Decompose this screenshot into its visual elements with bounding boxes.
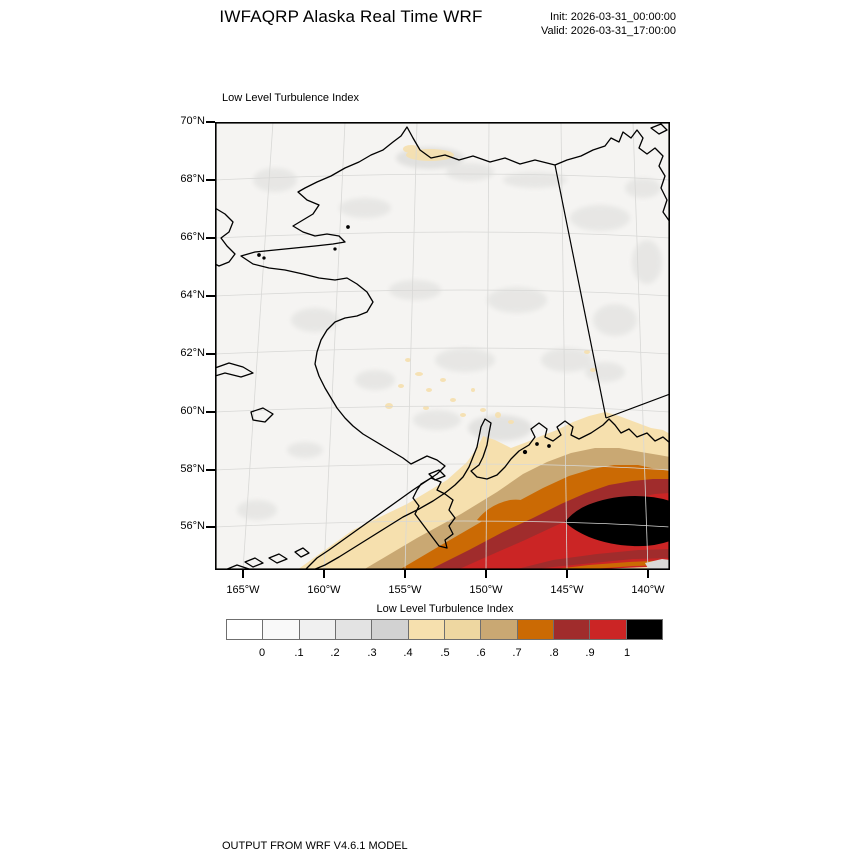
lat-label: 64°N xyxy=(180,289,205,301)
lat-label: 60°N xyxy=(180,405,205,417)
turbulence-bands xyxy=(297,145,670,570)
lat-tick xyxy=(206,237,215,239)
colorbar-tick-label: .7 xyxy=(512,647,522,659)
lat-tick xyxy=(206,121,215,123)
colorbar xyxy=(226,619,663,640)
canada-border-line xyxy=(554,164,670,419)
lon-tick xyxy=(323,570,325,578)
lat-tick xyxy=(206,411,215,413)
colorbar-tick-label: .9 xyxy=(585,647,595,659)
graticule xyxy=(215,122,670,570)
lat-tick xyxy=(206,469,215,471)
colorbar-tick-label: .2 xyxy=(330,647,340,659)
colorbar-tick-label: .5 xyxy=(440,647,450,659)
lon-tick xyxy=(566,570,568,578)
band-black-max xyxy=(565,496,670,547)
band-orange-finger xyxy=(477,499,533,523)
lat-label: 70°N xyxy=(180,115,205,127)
page-title: IWFAQRP Alaska Real Time WRF xyxy=(219,7,483,26)
colorbar-tick-label: .4 xyxy=(403,647,413,659)
lon-label: 150°W xyxy=(469,584,503,596)
footer-line1: OUTPUT FROM WRF V4.6.1 MODEL xyxy=(222,840,408,850)
lon-tick xyxy=(485,570,487,578)
colorbar-cell xyxy=(408,620,445,639)
lat-tick xyxy=(206,353,215,355)
colorbar-tick-label: .8 xyxy=(549,647,559,659)
band-darkred-south xyxy=(513,549,670,570)
colorbar-cell xyxy=(372,620,409,639)
colorbar-tick-label: .6 xyxy=(476,647,486,659)
lat-label: 66°N xyxy=(180,231,205,243)
map-border-frame xyxy=(215,122,670,570)
band-gray-corner xyxy=(645,559,670,570)
colorbar-cell xyxy=(626,620,662,639)
colorbar-cell xyxy=(263,620,300,639)
colorbar-cell xyxy=(590,620,627,639)
colorbar-cell xyxy=(299,620,336,639)
colorbar-cell xyxy=(335,620,373,639)
colorbar-cell xyxy=(517,620,554,639)
colorbar-tick-label: .3 xyxy=(367,647,377,659)
model-times: Init: 2026-03-31_00:00:00 Valid: 2026-03… xyxy=(470,11,676,38)
colorbar-cell xyxy=(227,620,264,639)
lon-tick xyxy=(404,570,406,578)
lat-label: 62°N xyxy=(180,347,205,359)
lat-label: 58°N xyxy=(180,463,205,475)
coastline xyxy=(215,123,670,570)
turbulence-map xyxy=(215,122,670,570)
colorbar-cell xyxy=(481,620,518,639)
colorbar-tick-label: 1 xyxy=(623,647,631,659)
lat-label: 56°N xyxy=(180,520,205,532)
map-subtitle: Low Level Turbulence Index xyxy=(222,92,359,104)
lon-label: 165°W xyxy=(226,584,260,596)
lat-tick xyxy=(206,179,215,181)
colorbar-cell xyxy=(553,620,591,639)
init-time-label: Init: 2026-03-31_00:00:00 xyxy=(550,11,676,23)
lat-tick xyxy=(206,526,215,528)
colorbar-cell xyxy=(444,620,482,639)
lon-tick xyxy=(242,570,244,578)
cream-speckles xyxy=(385,145,596,424)
lon-label: 140°W xyxy=(631,584,665,596)
band-orange-south xyxy=(547,560,670,570)
colorbar-tick-label: 0 xyxy=(258,647,266,659)
valid-time-label: Valid: 2026-03-31_17:00:00 xyxy=(541,24,676,37)
colorbar-title: Low Level Turbulence Index xyxy=(376,603,514,615)
lat-label: 68°N xyxy=(180,173,205,185)
lon-label: 155°W xyxy=(388,584,422,596)
model-config-footer: OUTPUT FROM WRF V4.6.1 MODEL WE = 225 ; … xyxy=(222,813,655,850)
lat-tick xyxy=(206,295,215,297)
colorbar-tick-label: .1 xyxy=(294,647,304,659)
lon-tick xyxy=(647,570,649,578)
lon-label: 145°W xyxy=(550,584,584,596)
lon-label: 160°W xyxy=(307,584,341,596)
